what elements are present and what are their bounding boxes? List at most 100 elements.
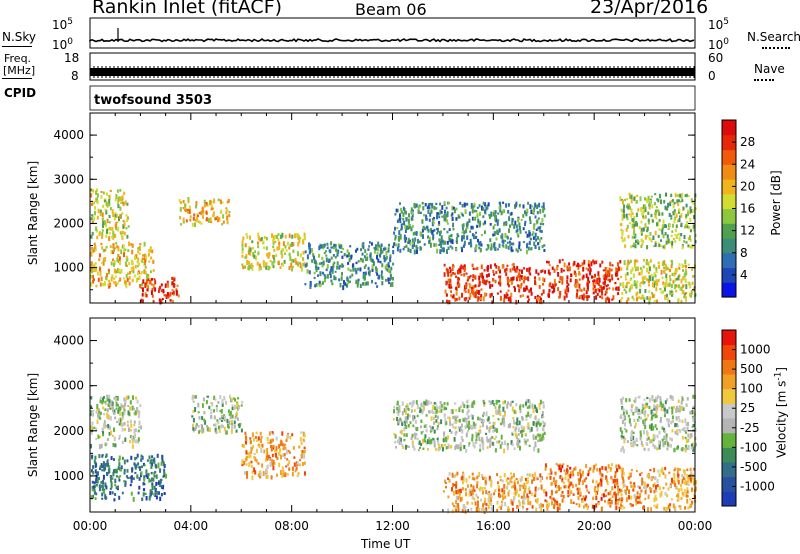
data-cell bbox=[621, 419, 624, 425]
data-cell bbox=[639, 196, 642, 202]
data-cell bbox=[652, 219, 654, 223]
data-cell bbox=[137, 437, 140, 442]
data-cell bbox=[615, 493, 617, 499]
data-cell bbox=[265, 468, 267, 473]
data-cell bbox=[534, 441, 537, 447]
data-cell bbox=[515, 434, 518, 437]
data-cell bbox=[655, 415, 658, 418]
data-cell bbox=[409, 241, 412, 246]
data-cell bbox=[540, 437, 543, 442]
data-cell bbox=[121, 212, 124, 215]
data-cell bbox=[241, 464, 244, 467]
data-cell bbox=[480, 294, 483, 298]
data-cell bbox=[392, 245, 395, 249]
data-cell bbox=[387, 277, 390, 282]
data-cell bbox=[291, 241, 294, 247]
data-cell bbox=[496, 232, 499, 235]
data-cell bbox=[251, 475, 254, 481]
data-cell bbox=[642, 209, 645, 214]
data-cell bbox=[380, 243, 383, 248]
data-cell bbox=[100, 443, 103, 449]
data-cell bbox=[618, 490, 621, 493]
data-cell bbox=[657, 209, 660, 213]
data-cell bbox=[462, 418, 465, 423]
data-cell bbox=[260, 438, 262, 443]
data-cell bbox=[596, 293, 599, 296]
data-cell bbox=[686, 447, 688, 450]
data-cell bbox=[476, 206, 479, 209]
data-cell bbox=[293, 462, 296, 467]
data-cell bbox=[620, 267, 623, 271]
data-cell bbox=[99, 411, 102, 415]
data-cell bbox=[361, 243, 364, 248]
data-cell bbox=[484, 480, 487, 484]
data-cell bbox=[538, 435, 540, 438]
data-cell bbox=[272, 241, 275, 245]
data-cell bbox=[348, 257, 351, 263]
data-cell bbox=[620, 414, 623, 418]
data-cell bbox=[493, 421, 496, 425]
data-cell bbox=[625, 282, 628, 287]
data-cell bbox=[136, 474, 139, 479]
data-cell bbox=[494, 216, 497, 222]
data-cell bbox=[611, 298, 614, 301]
data-cell bbox=[651, 276, 654, 282]
data-cell bbox=[418, 440, 421, 445]
data-cell bbox=[387, 267, 390, 273]
data-cell bbox=[626, 263, 629, 268]
data-cell bbox=[119, 271, 122, 274]
data-cell bbox=[689, 209, 692, 213]
data-cell bbox=[437, 224, 440, 227]
data-cell bbox=[674, 211, 677, 214]
data-cell bbox=[641, 403, 644, 408]
data-cell bbox=[448, 283, 451, 289]
data-cell bbox=[680, 406, 683, 411]
data-cell bbox=[303, 232, 306, 238]
data-cell bbox=[371, 259, 374, 263]
data-cell bbox=[660, 401, 662, 406]
data-cell bbox=[626, 440, 629, 444]
data-cell bbox=[641, 276, 644, 280]
data-cell bbox=[438, 238, 441, 242]
data-cell bbox=[602, 282, 605, 285]
data-cell bbox=[333, 275, 336, 281]
data-cell bbox=[564, 290, 567, 295]
data-cell bbox=[488, 214, 491, 217]
data-cell bbox=[114, 224, 117, 228]
data-cell bbox=[656, 282, 659, 287]
data-cell bbox=[671, 272, 674, 276]
data-cell bbox=[689, 217, 692, 223]
data-cell bbox=[116, 282, 119, 285]
data-cell bbox=[130, 243, 133, 246]
data-cell bbox=[483, 230, 486, 235]
data-cell bbox=[241, 240, 244, 245]
data-cell bbox=[605, 267, 608, 271]
data-cell bbox=[658, 404, 661, 408]
data-cell bbox=[624, 437, 627, 441]
data-cell bbox=[314, 260, 317, 265]
data-cell bbox=[120, 201, 123, 204]
data-cell bbox=[166, 280, 169, 286]
data-cell bbox=[535, 507, 538, 512]
data-cell bbox=[300, 441, 303, 446]
data-cell bbox=[243, 266, 246, 269]
data-cell bbox=[455, 236, 458, 242]
data-cell bbox=[543, 249, 546, 252]
data-cell bbox=[496, 292, 499, 295]
data-cell bbox=[447, 477, 449, 480]
data-cell bbox=[125, 264, 128, 267]
data-cell bbox=[661, 227, 664, 230]
data-cell bbox=[115, 193, 118, 199]
data-cell bbox=[605, 494, 607, 497]
data-cell bbox=[646, 226, 649, 231]
data-cell bbox=[568, 488, 571, 491]
data-cell bbox=[93, 459, 96, 464]
data-cell bbox=[608, 278, 611, 283]
data-cell bbox=[284, 472, 287, 477]
data-cell bbox=[506, 293, 509, 297]
data-cell bbox=[484, 497, 487, 501]
data-cell bbox=[693, 480, 696, 485]
data-cell bbox=[509, 237, 512, 241]
data-cell bbox=[473, 444, 476, 449]
data-cell bbox=[236, 417, 239, 421]
